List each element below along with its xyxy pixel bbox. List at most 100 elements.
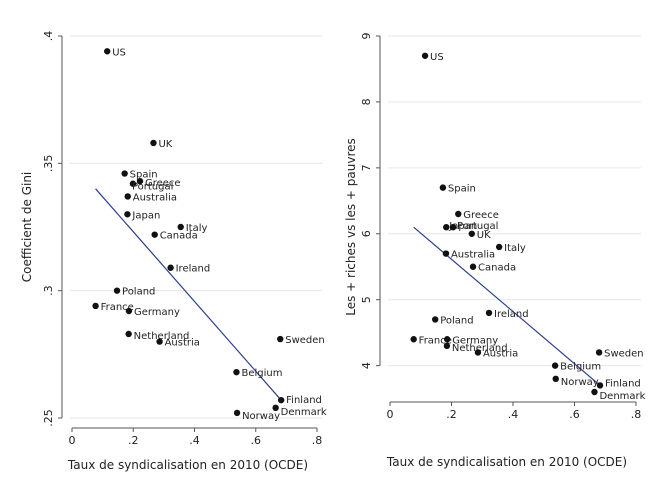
data-point-sweden xyxy=(277,335,284,343)
point-label-us: US xyxy=(112,47,126,58)
y-tick-label: 7 xyxy=(360,164,373,171)
point-label-france: France xyxy=(101,302,134,313)
data-point-japan xyxy=(443,223,450,231)
point-label-austria: Austria xyxy=(165,338,200,349)
point-label-ireland: Ireland xyxy=(176,264,211,275)
x-tick-label: 0 xyxy=(387,408,394,421)
point-label-japan: Japan xyxy=(448,221,477,232)
x-axis-label: Taux de syndicalisation en 2010 (OCDE) xyxy=(67,458,308,472)
data-point-australia xyxy=(124,193,131,200)
data-point-norway xyxy=(233,409,241,417)
point-label-germany: Germany xyxy=(452,335,498,346)
y-tick-label: .25 xyxy=(42,409,55,427)
point-label-ireland: Ireland xyxy=(494,309,529,320)
data-point-italy xyxy=(495,243,503,251)
point-label-canada: Canada xyxy=(478,263,516,274)
point-label-france: France xyxy=(419,335,452,346)
point-label-sweden: Sweden xyxy=(285,335,325,346)
data-point-spain xyxy=(439,184,447,191)
x-tick-label: .6 xyxy=(569,408,580,421)
data-point-canada xyxy=(469,263,477,270)
data-point-netherland xyxy=(125,330,132,338)
x-tick-label: .4 xyxy=(508,408,519,421)
point-label-austria: Austria xyxy=(483,348,518,359)
data-point-germany xyxy=(443,336,451,343)
y-axis-label: Coefficient de Gini xyxy=(20,172,34,283)
data-point-finland xyxy=(596,382,604,389)
y-tick-label: .35 xyxy=(42,155,55,173)
point-label-italy: Italy xyxy=(186,223,208,234)
y-axis-label: Les + riches vs les + pauvres xyxy=(344,138,358,316)
point-label-netherland: Netherland xyxy=(452,343,508,354)
point-label-denmark: Denmark xyxy=(281,407,327,418)
data-point-netherland xyxy=(443,342,451,350)
data-point-norway xyxy=(552,375,559,383)
data-point-portugal xyxy=(449,223,457,231)
point-label-us: US xyxy=(430,52,444,63)
point-label-australia: Australia xyxy=(133,192,177,203)
point-label-poland: Poland xyxy=(440,315,473,326)
data-point-greece xyxy=(455,210,462,218)
point-label-uk: UK xyxy=(158,139,172,150)
y-tick-label: 6 xyxy=(360,230,373,237)
data-point-belgium xyxy=(551,362,559,369)
point-label-portugal: Portugal xyxy=(457,221,498,232)
data-point-us xyxy=(421,52,429,59)
point-label-australia: Australia xyxy=(451,250,495,261)
data-point-germany xyxy=(125,307,133,315)
point-label-spain: Spain xyxy=(448,184,476,195)
data-point-canada xyxy=(151,231,158,238)
data-point-uk xyxy=(468,230,475,237)
x-tick-label: 0 xyxy=(69,434,76,447)
data-point-austria xyxy=(156,338,163,345)
data-point-spain xyxy=(121,170,128,177)
point-label-denmark: Denmark xyxy=(599,391,645,402)
data-point-portugal xyxy=(129,180,137,187)
data-point-italy xyxy=(177,223,184,231)
data-point-japan xyxy=(124,211,131,218)
x-tick-label: .2 xyxy=(128,434,139,447)
point-label-uk: UK xyxy=(477,230,491,241)
point-label-germany: Germany xyxy=(134,307,180,318)
data-point-uk xyxy=(150,139,157,147)
point-label-finland: Finland xyxy=(605,378,641,389)
data-point-france xyxy=(92,302,99,310)
data-point-poland xyxy=(113,287,121,294)
point-label-netherland: Netherland xyxy=(134,331,190,342)
data-point-france xyxy=(410,336,417,343)
data-point-sweden xyxy=(595,349,603,356)
data-point-denmark xyxy=(272,404,279,412)
y-tick-label: 5 xyxy=(360,296,373,303)
point-label-spain: Spain xyxy=(130,170,158,181)
point-label-norway: Norway xyxy=(561,377,599,388)
x-axis-label: Taux de syndicalisation en 2010 (OCDE) xyxy=(386,455,627,469)
data-point-australia xyxy=(442,250,450,257)
data-point-austria xyxy=(474,349,482,356)
data-point-poland xyxy=(432,316,439,323)
point-label-japan: Japan xyxy=(131,210,160,221)
point-label-portugal: Portugal xyxy=(132,182,173,193)
point-label-belgium: Belgium xyxy=(241,368,282,379)
data-point-greece xyxy=(136,177,144,185)
data-point-ireland xyxy=(485,309,493,317)
x-tick-label: .2 xyxy=(446,408,457,421)
x-tick-label: .4 xyxy=(189,434,200,447)
data-point-belgium xyxy=(233,368,240,376)
x-tick-label: .6 xyxy=(251,434,262,447)
ratio-scatter-panel: Taux de syndicalisation en 2010 (OCDE) L… xyxy=(344,33,646,470)
point-label-italy: Italy xyxy=(504,243,526,254)
y-tick-label: 8 xyxy=(360,98,373,105)
point-label-sweden: Sweden xyxy=(604,348,644,359)
data-point-us xyxy=(104,48,111,55)
data-point-finland xyxy=(277,396,285,404)
data-point-ireland xyxy=(167,264,174,271)
y-tick-label: 4 xyxy=(360,362,373,369)
data-point-denmark xyxy=(591,388,598,396)
y-tick-label: .3 xyxy=(42,285,55,296)
y-tick-label: 9 xyxy=(360,33,373,40)
point-label-greece: Greece xyxy=(145,178,181,189)
point-label-norway: Norway xyxy=(242,411,280,422)
point-label-canada: Canada xyxy=(160,231,198,242)
y-tick-label: .4 xyxy=(42,31,55,42)
